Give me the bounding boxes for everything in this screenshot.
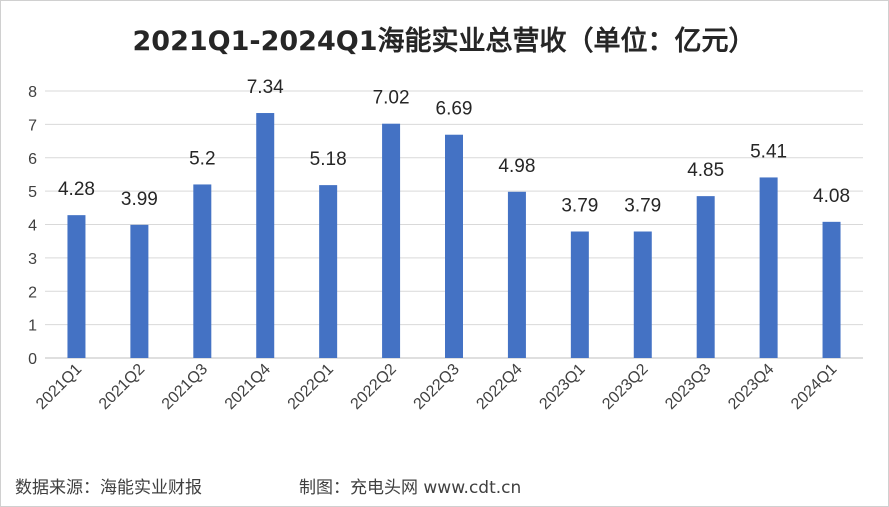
- bar: [256, 113, 275, 358]
- bar: [570, 231, 589, 358]
- chart-title: 2021Q1-2024Q1海能实业总营收（单位：亿元）: [133, 25, 756, 57]
- y-tick-label: 1: [28, 318, 37, 335]
- y-tick-label: 7: [28, 117, 37, 134]
- data-label: 7.34: [247, 77, 284, 98]
- bar: [382, 123, 401, 359]
- footer-credit: 制图：充电头网 www.cdt.cn: [299, 478, 521, 498]
- footer-source: 数据来源：海能实业财报: [15, 478, 202, 498]
- bar: [759, 177, 778, 358]
- x-tick-label: 2021Q4: [222, 361, 274, 413]
- y-tick-label: 6: [28, 151, 37, 168]
- y-tick-label: 2: [28, 284, 37, 301]
- x-tick-label: 2021Q3: [159, 361, 211, 413]
- y-tick-label: 3: [28, 251, 37, 268]
- bar: [633, 231, 652, 358]
- data-label: 5.18: [310, 149, 347, 170]
- x-tick-label: 2023Q3: [662, 361, 714, 413]
- x-tick-label: 2024Q1: [788, 361, 840, 413]
- data-label: 4.08: [813, 186, 850, 207]
- bars: [67, 113, 841, 359]
- bar: [193, 184, 212, 358]
- bar: [445, 134, 463, 358]
- x-tick-label: 2022Q2: [348, 361, 400, 413]
- bar: [319, 185, 338, 358]
- data-label: 5.2: [189, 148, 215, 169]
- y-tick-label: 4: [28, 218, 37, 235]
- y-tick-label: 0: [28, 351, 37, 368]
- y-axis-ticks: 0 1 2 3 4 5 6 7 8: [28, 84, 37, 368]
- x-tick-label: 2021Q1: [33, 361, 85, 413]
- bar: [822, 221, 841, 358]
- bar: [67, 215, 86, 358]
- x-tick-label: 2022Q1: [285, 361, 337, 413]
- y-tick-label: 8: [28, 84, 37, 101]
- x-tick-label: 2023Q1: [536, 361, 588, 413]
- x-tick-label: 2022Q4: [473, 361, 525, 413]
- data-label: 3.79: [624, 196, 661, 217]
- data-label: 4.28: [58, 179, 95, 200]
- x-tick-label: 2022Q3: [411, 361, 463, 413]
- data-label: 6.69: [436, 99, 473, 120]
- x-tick-label: 2021Q2: [96, 361, 148, 413]
- data-label: 7.02: [373, 88, 410, 109]
- x-axis-ticks: 2021Q1 2021Q2 2021Q3 2021Q4 2022Q1 2022Q2 2022…: [33, 361, 840, 413]
- bar: [507, 191, 526, 358]
- x-tick-label: 2023Q2: [599, 361, 651, 413]
- data-label: 5.41: [750, 141, 787, 162]
- data-label: 3.79: [561, 196, 598, 217]
- data-label: 4.98: [498, 156, 535, 177]
- bar: [696, 196, 715, 358]
- bar: [130, 224, 149, 358]
- data-label: 3.99: [121, 189, 158, 210]
- y-tick-label: 5: [28, 184, 37, 201]
- x-tick-label: 2023Q4: [725, 361, 777, 413]
- data-label: 4.85: [687, 160, 724, 181]
- data-labels: 4.28 3.99 5.2 7.34 5.18 7.02 6.69 4.98 3.79 3.79 4…: [58, 77, 850, 216]
